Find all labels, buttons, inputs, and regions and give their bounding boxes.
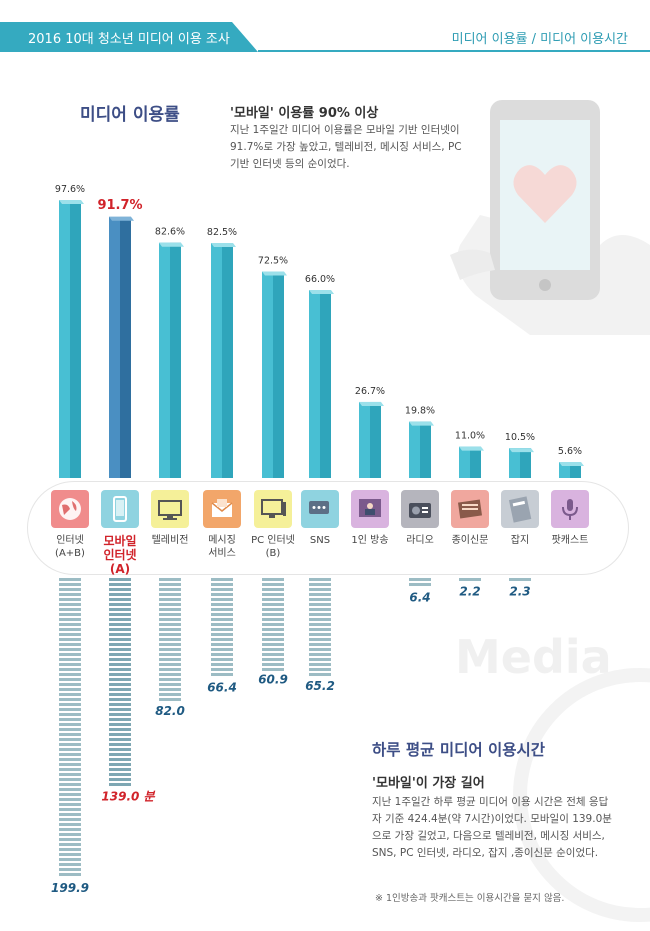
rate-label-4: 72.5% xyxy=(258,255,288,266)
time-bar-1 xyxy=(109,578,131,786)
time-bar-8 xyxy=(509,578,531,581)
category-8: 종이신문 xyxy=(444,490,496,547)
time-bar-7 xyxy=(459,578,481,581)
time-label-0: 199.9 xyxy=(51,881,89,895)
rate-bar-3 xyxy=(211,243,236,478)
radio-icon xyxy=(401,490,439,528)
time-bar-0 xyxy=(59,578,81,876)
rate-bar-2 xyxy=(159,242,184,478)
rate-bar-4 xyxy=(262,271,287,478)
rate-label-2: 82.6% xyxy=(155,227,185,238)
time-label-7: 2.2 xyxy=(459,584,480,598)
rate-label-0: 97.6% xyxy=(55,184,85,195)
tv-icon xyxy=(151,490,189,528)
smartphone-icon xyxy=(101,490,139,528)
category-7: 라디오 xyxy=(394,490,446,547)
time-bar-4 xyxy=(262,578,284,671)
time-bar-6 xyxy=(409,578,431,586)
time-label-8: 2.3 xyxy=(509,584,530,598)
category-label: 인터넷 (A+B) xyxy=(55,535,85,559)
category-label: 1인 방송 xyxy=(351,535,389,546)
rate-label-9: 10.5% xyxy=(505,432,535,443)
category-label: 텔레비전 xyxy=(151,535,189,546)
category-label: 종이신문 xyxy=(451,535,489,546)
time-section-subtitle: '모바일'이 가장 길어 xyxy=(372,776,485,791)
time-section-description: 지난 1주일간 하루 평균 미디어 이용 시간은 전체 응답자 기준 424.4… xyxy=(372,796,612,859)
header-title: 2016 10대 청소년 미디어 이용 조사 xyxy=(28,32,230,47)
rate-section-description: 지난 1주일간 미디어 이용률은 모바일 기반 인터넷이 91.7%로 가장 높… xyxy=(230,124,462,170)
category-label: SNS xyxy=(309,535,331,546)
globe-icon xyxy=(51,490,89,528)
time-label-4: 60.9 xyxy=(258,672,288,686)
rate-bar-7 xyxy=(409,421,434,478)
category-label: 모바일 인터넷(A) xyxy=(103,534,137,576)
rate-label-10: 5.6% xyxy=(558,446,582,457)
rate-bar-0 xyxy=(59,200,84,478)
time-label-3: 66.4 xyxy=(207,681,237,695)
time-bar-2 xyxy=(159,578,181,701)
category-3: 메시징 서비스 xyxy=(196,490,248,560)
chat-icon xyxy=(301,490,339,528)
broadcaster-icon xyxy=(351,490,389,528)
category-label: PC 인터넷 (B) xyxy=(251,535,295,559)
podcast-icon xyxy=(551,490,589,528)
category-4: PC 인터넷 (B) xyxy=(247,490,299,560)
rate-bar-5 xyxy=(309,290,334,478)
newspaper-icon xyxy=(451,490,489,528)
rate-label-7: 19.8% xyxy=(405,406,435,417)
category-0: 인터넷 (A+B) xyxy=(44,490,96,560)
time-label-1: 139.0 분 xyxy=(101,790,155,804)
rate-label-5: 66.0% xyxy=(305,274,335,285)
envelope-icon xyxy=(203,490,241,528)
time-bar-5 xyxy=(309,578,331,676)
header-divider xyxy=(258,50,650,52)
category-2: 텔레비전 xyxy=(144,490,196,547)
rate-section-title: 미디어 이용률 xyxy=(80,105,180,125)
rate-bar-9 xyxy=(509,448,534,478)
desktop-icon xyxy=(254,490,292,528)
header-title-band: 2016 10대 청소년 미디어 이용 조사 xyxy=(0,22,258,52)
decorative-ring xyxy=(513,668,650,922)
header-subtitle: 미디어 이용률 / 미디어 이용시간 xyxy=(451,32,628,47)
category-5: SNS xyxy=(294,490,346,547)
rate-label-8: 11.0% xyxy=(455,431,485,442)
rate-bar-1 xyxy=(109,216,134,478)
phone-heart-illustration xyxy=(450,100,650,335)
rate-bar-8 xyxy=(459,446,484,478)
time-bar-3 xyxy=(211,578,233,676)
time-label-2: 82.0 xyxy=(155,704,185,718)
magazine-icon xyxy=(501,490,539,528)
category-1: 모바일 인터넷(A) xyxy=(94,490,146,576)
category-6: 1인 방송 xyxy=(344,490,396,547)
media-watermark: Media xyxy=(455,630,612,684)
time-section-note: ※ 1인방송과 팟캐스트는 이용시간을 묻지 않음. xyxy=(375,893,565,904)
category-label: 팟캐스트 xyxy=(551,535,589,546)
rate-section-subtitle: '모바일' 이용률 90% 이상 xyxy=(230,106,379,121)
rate-bar-10 xyxy=(559,462,584,478)
category-10: 팟캐스트 xyxy=(544,490,596,547)
rate-bar-6 xyxy=(359,401,384,478)
rate-label-3: 82.5% xyxy=(207,227,237,238)
category-label: 라디오 xyxy=(406,535,434,546)
time-section-title: 하루 평균 미디어 이용시간 xyxy=(372,741,546,759)
time-label-6: 6.4 xyxy=(409,591,430,605)
category-label: 잡지 xyxy=(510,535,530,546)
rate-label-1: 91.7% xyxy=(97,198,142,213)
category-9: 잡지 xyxy=(494,490,546,547)
time-label-5: 65.2 xyxy=(305,679,335,693)
rate-label-6: 26.7% xyxy=(355,386,385,397)
category-label: 메시징 서비스 xyxy=(208,535,236,559)
